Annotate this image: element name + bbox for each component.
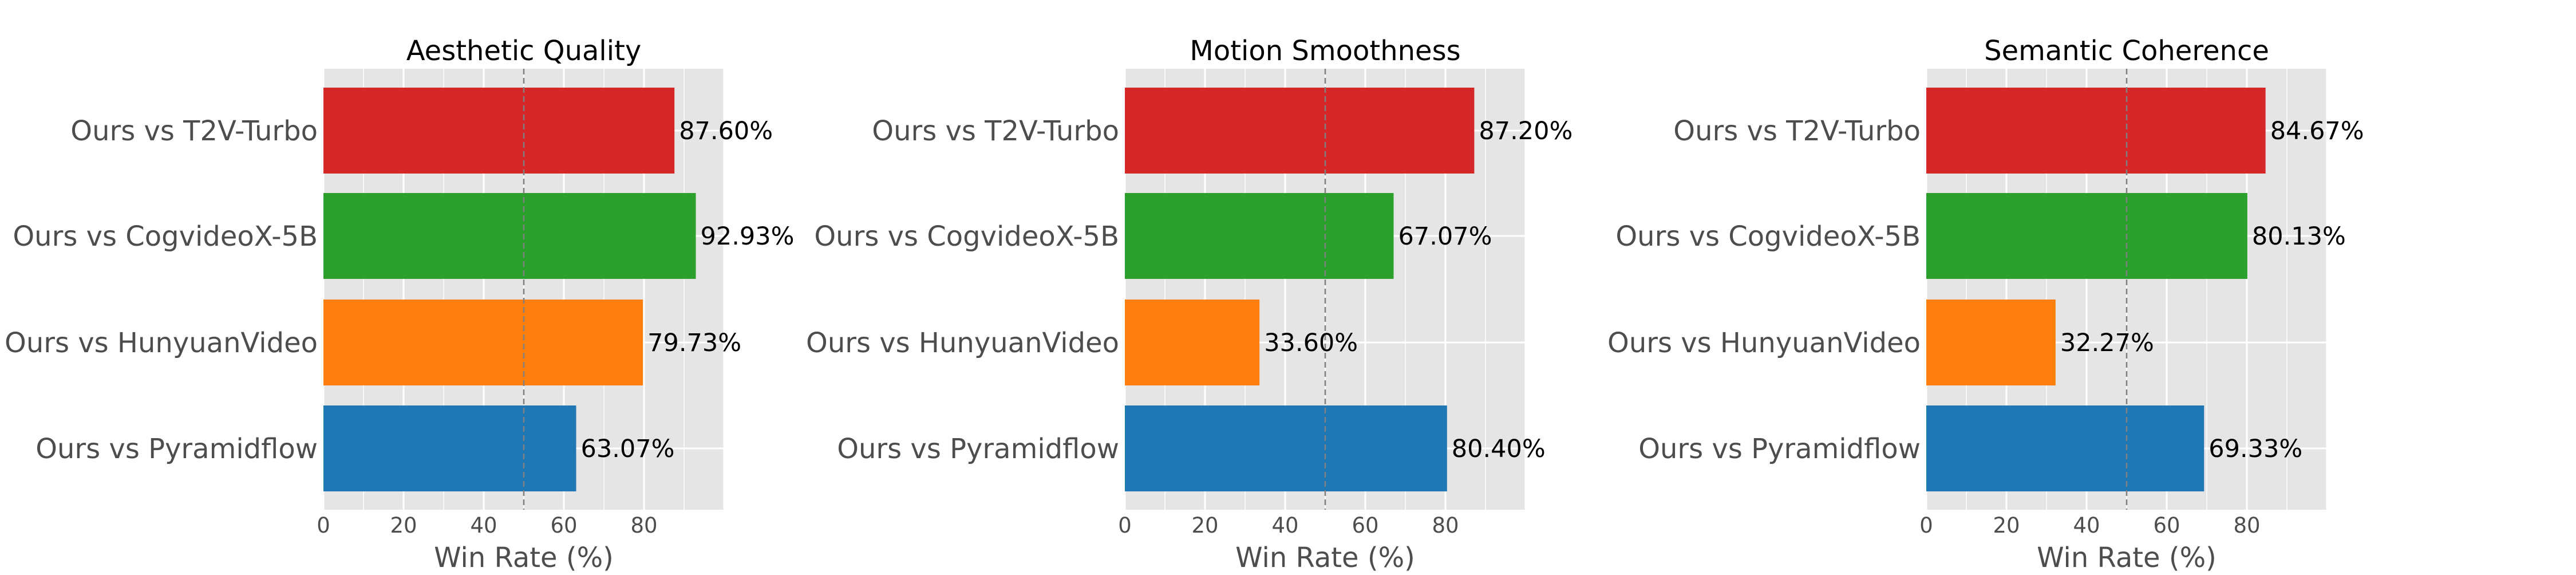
chart-panel-1: 87.60% 92.93% 79.73% 63.07% Ours vs T2V-Turb…: [5, 35, 795, 574]
data-label: 80.13%: [2252, 222, 2346, 251]
bar: [323, 88, 675, 174]
x-tick-label: 40: [470, 513, 497, 538]
chart-panel-2: 87.20% 67.07% 33.60% 80.40% Ours vs T2V-Turb…: [806, 35, 1573, 574]
category-label: Ours vs CogvideoX-5B: [13, 220, 318, 253]
bar: [323, 193, 696, 279]
data-label: 69.33%: [2208, 435, 2302, 463]
data-label: 84.67%: [2270, 117, 2364, 145]
category-label: Ours vs HunyuanVideo: [1607, 327, 1921, 359]
x-tick-label: 60: [1352, 513, 1378, 538]
x-tick-label: 0: [1118, 513, 1132, 538]
x-tick-label: 80: [1432, 513, 1459, 538]
bar: [1125, 88, 1475, 174]
chart-panel-3: 84.67% 80.13% 32.27% 69.33% Ours vs T2V-Turb…: [1607, 35, 2364, 574]
x-tick-label: 80: [630, 513, 657, 538]
category-label: Ours vs CogvideoX-5B: [1615, 220, 1921, 253]
x-tick-label: 60: [2153, 513, 2180, 538]
bar: [1926, 193, 2247, 279]
category-label: Ours vs HunyuanVideo: [5, 327, 318, 359]
x-axis-label: Win Rate (%): [1235, 542, 1415, 573]
bar: [323, 300, 643, 385]
bar: [1926, 88, 2266, 174]
x-axis-label: Win Rate (%): [434, 542, 614, 573]
x-axis-label: Win Rate (%): [2037, 542, 2217, 573]
chart-title: Motion Smoothness: [1190, 35, 1460, 67]
bar: [1926, 405, 2204, 491]
category-label: Ours vs T2V-Turbo: [70, 115, 318, 147]
x-tick-label: 60: [550, 513, 577, 538]
category-label: Ours vs HunyuanVideo: [806, 327, 1119, 359]
x-tick-label: 40: [2073, 513, 2100, 538]
bar: [1125, 405, 1447, 491]
x-tick-label: 40: [1271, 513, 1298, 538]
bar: [323, 405, 576, 491]
data-label: 63.07%: [580, 435, 674, 463]
bar: [1926, 300, 2056, 385]
x-tick-label: 0: [1919, 513, 1933, 538]
data-label: 87.20%: [1479, 117, 1573, 145]
chart-title: Semantic Coherence: [1984, 35, 2269, 67]
data-label: 67.07%: [1398, 222, 1492, 251]
x-tick-label: 20: [1191, 513, 1218, 538]
x-tick-label: 20: [1993, 513, 2020, 538]
category-label: Ours vs T2V-Turbo: [1673, 115, 1921, 147]
data-label: 87.60%: [679, 117, 773, 145]
data-label: 32.27%: [2060, 329, 2154, 357]
bar: [1125, 193, 1394, 279]
category-label: Ours vs Pyramidflow: [837, 433, 1119, 465]
bar: [1125, 300, 1260, 385]
data-label: 80.40%: [1452, 435, 1546, 463]
data-label: 33.60%: [1264, 329, 1358, 357]
data-label: 79.73%: [647, 329, 741, 357]
category-label: Ours vs T2V-Turbo: [872, 115, 1119, 147]
chart-title: Aesthetic Quality: [406, 35, 642, 67]
data-label: 92.93%: [701, 222, 795, 251]
category-label: Ours vs CogvideoX-5B: [814, 220, 1119, 253]
x-tick-label: 0: [317, 513, 330, 538]
category-label: Ours vs Pyramidflow: [35, 433, 318, 465]
category-label: Ours vs Pyramidflow: [1638, 433, 1921, 465]
x-tick-label: 80: [2233, 513, 2260, 538]
x-tick-label: 20: [390, 513, 417, 538]
